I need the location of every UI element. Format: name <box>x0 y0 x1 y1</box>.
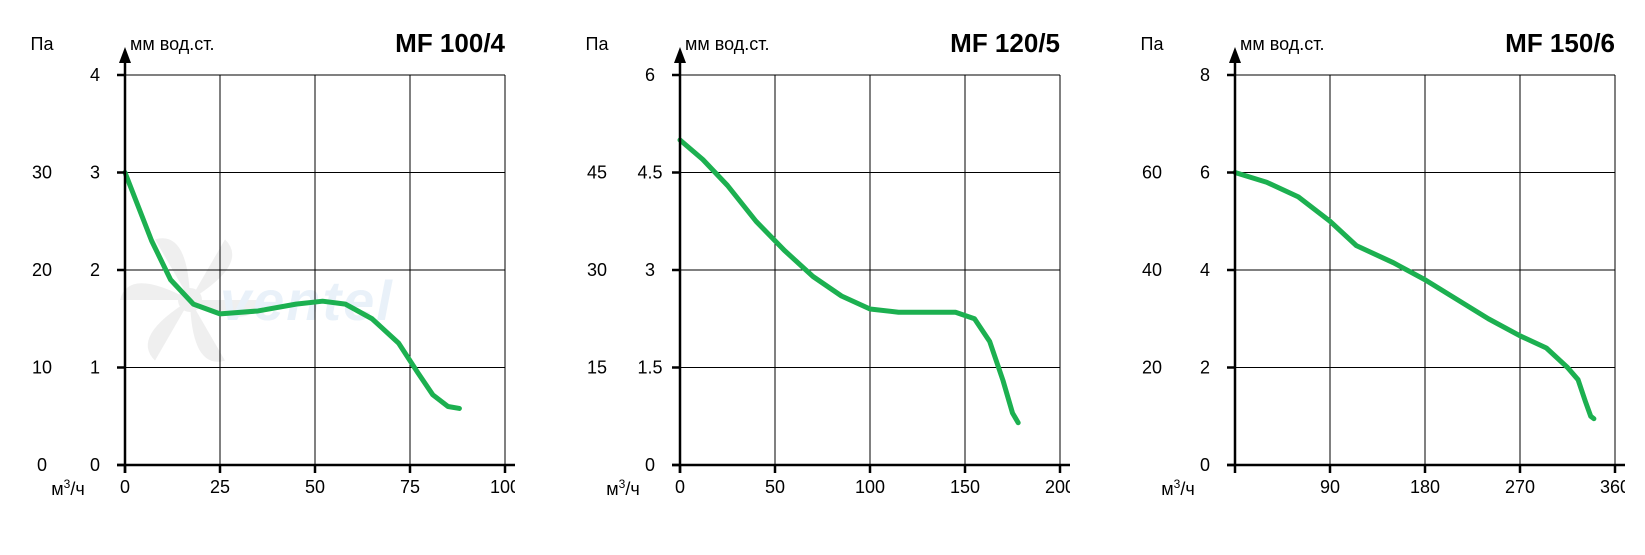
svg-text:3: 3 <box>90 163 100 183</box>
svg-text:0: 0 <box>90 455 100 475</box>
chart-0: ventel0255075100012340102030Памм вод.ст.… <box>20 20 515 535</box>
svg-text:40: 40 <box>1142 260 1162 280</box>
svg-text:6: 6 <box>1200 163 1210 183</box>
svg-text:2: 2 <box>90 260 100 280</box>
svg-text:30: 30 <box>32 163 52 183</box>
svg-text:180: 180 <box>1410 477 1440 497</box>
svg-text:200: 200 <box>1045 477 1070 497</box>
svg-text:0: 0 <box>645 455 655 475</box>
svg-text:1.5: 1.5 <box>637 358 662 378</box>
svg-text:360: 360 <box>1600 477 1625 497</box>
svg-text:10: 10 <box>32 358 52 378</box>
svg-text:90: 90 <box>1320 477 1340 497</box>
svg-text:15: 15 <box>587 358 607 378</box>
svg-text:Па: Па <box>1141 34 1165 54</box>
svg-text:MF 100/4: MF 100/4 <box>395 28 505 58</box>
chart-1: 0 50 100 150 200 0 1.5 3 4.5 6 15 30 45 Па мм вод.ст. M… <box>575 20 1070 535</box>
svg-text:3: 3 <box>645 260 655 280</box>
svg-text:50: 50 <box>765 477 785 497</box>
svg-text:мм вод.ст.: мм вод.ст. <box>1240 34 1324 54</box>
svg-text:60: 60 <box>1142 163 1162 183</box>
chart-2: 90 180 270 360 0 2 4 6 8 20 40 60 Па мм вод.ст. MF 150… <box>1130 20 1625 535</box>
svg-text:4: 4 <box>1200 260 1210 280</box>
svg-text:MF 120/5: MF 120/5 <box>950 28 1060 58</box>
svg-text:м3/ч: м3/ч <box>51 477 84 499</box>
svg-text:75: 75 <box>400 477 420 497</box>
svg-text:6: 6 <box>645 65 655 85</box>
svg-text:MF 150/6: MF 150/6 <box>1505 28 1615 58</box>
svg-text:м3/ч: м3/ч <box>1161 477 1194 499</box>
svg-text:Па: Па <box>31 34 55 54</box>
svg-text:мм вод.ст.: мм вод.ст. <box>685 34 769 54</box>
svg-text:100: 100 <box>490 477 515 497</box>
charts-container: ventel0255075100012340102030Памм вод.ст.… <box>20 20 1625 535</box>
svg-text:4.5: 4.5 <box>637 163 662 183</box>
svg-text:Па: Па <box>586 34 610 54</box>
svg-text:1: 1 <box>90 358 100 378</box>
svg-text:0: 0 <box>120 477 130 497</box>
svg-text:150: 150 <box>950 477 980 497</box>
svg-text:20: 20 <box>1142 358 1162 378</box>
svg-text:0: 0 <box>1200 455 1210 475</box>
svg-text:270: 270 <box>1505 477 1535 497</box>
svg-text:мм вод.ст.: мм вод.ст. <box>130 34 214 54</box>
svg-text:50: 50 <box>305 477 325 497</box>
svg-text:0: 0 <box>675 477 685 497</box>
svg-text:30: 30 <box>587 260 607 280</box>
svg-text:20: 20 <box>32 260 52 280</box>
svg-text:8: 8 <box>1200 65 1210 85</box>
svg-text:100: 100 <box>855 477 885 497</box>
svg-text:м3/ч: м3/ч <box>606 477 639 499</box>
svg-text:2: 2 <box>1200 358 1210 378</box>
svg-text:45: 45 <box>587 163 607 183</box>
svg-text:4: 4 <box>90 65 100 85</box>
svg-text:0: 0 <box>37 455 47 475</box>
svg-text:25: 25 <box>210 477 230 497</box>
